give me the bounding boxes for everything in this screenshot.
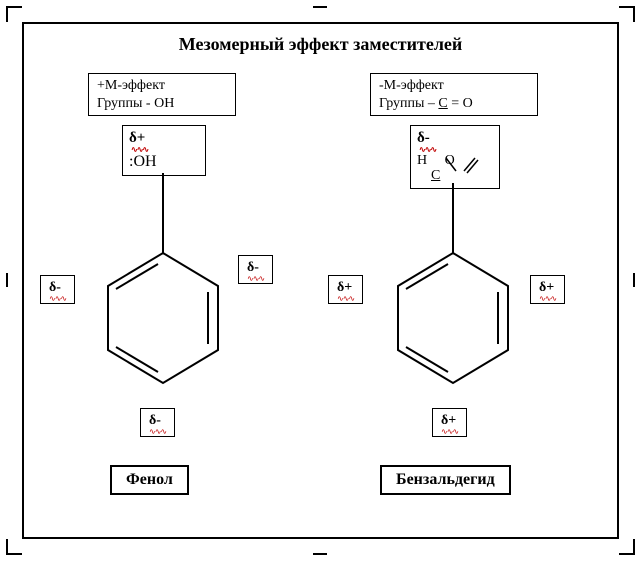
squiggle-icon: ∿∿∿ bbox=[49, 297, 66, 302]
crop-corner-tl bbox=[6, 6, 22, 22]
squiggle-icon: ∿∿∿ bbox=[247, 277, 264, 282]
crop-corner-br bbox=[619, 539, 635, 555]
left-ortho-right: δ- ∿∿∿ bbox=[238, 255, 273, 284]
crop-corner-bl bbox=[6, 539, 22, 555]
page-title: Мезомерный эффект заместителей bbox=[0, 34, 641, 55]
squiggle-icon: ∿∿∿ bbox=[149, 430, 166, 435]
page: Мезомерный эффект заместителей +М-эффект… bbox=[0, 0, 641, 561]
tick-bottom bbox=[313, 553, 327, 555]
tick-left bbox=[6, 273, 8, 287]
left-benzene-ring bbox=[98, 248, 228, 388]
squiggle-icon: ∿∿∿ bbox=[539, 297, 556, 302]
tick-right bbox=[633, 273, 635, 287]
left-name: Фенол bbox=[110, 465, 189, 495]
right-ortho-right: δ+ ∿∿∿ bbox=[530, 275, 565, 304]
cho-bonds bbox=[440, 152, 490, 182]
left-sub-delta: δ+ bbox=[129, 130, 145, 146]
left-header-box: +М-эффект Группы - ОН bbox=[88, 73, 236, 116]
crop-corner-tr bbox=[619, 6, 635, 22]
squiggle-icon: ∿∿∿ bbox=[337, 297, 354, 302]
squiggle-icon: ∿∿∿ bbox=[441, 430, 458, 435]
right-sub-delta: δ- bbox=[417, 130, 430, 146]
right-para: δ+ ∿∿∿ bbox=[432, 408, 467, 437]
left-sub-text: :ОН bbox=[129, 153, 199, 171]
right-name: Бензальдегид bbox=[380, 465, 511, 495]
right-ortho-left: δ+ ∿∿∿ bbox=[328, 275, 363, 304]
right-header-box: -М-эффектГруппы – С = О bbox=[370, 73, 538, 116]
left-ortho-left: δ- ∿∿∿ bbox=[40, 275, 75, 304]
left-para: δ- ∿∿∿ bbox=[140, 408, 175, 437]
right-bond bbox=[452, 183, 454, 253]
right-benzene-ring bbox=[388, 248, 518, 388]
left-bond bbox=[162, 173, 164, 253]
left-substituent-box: δ+∿∿∿ :ОН bbox=[122, 125, 206, 176]
tick-top bbox=[313, 6, 327, 8]
